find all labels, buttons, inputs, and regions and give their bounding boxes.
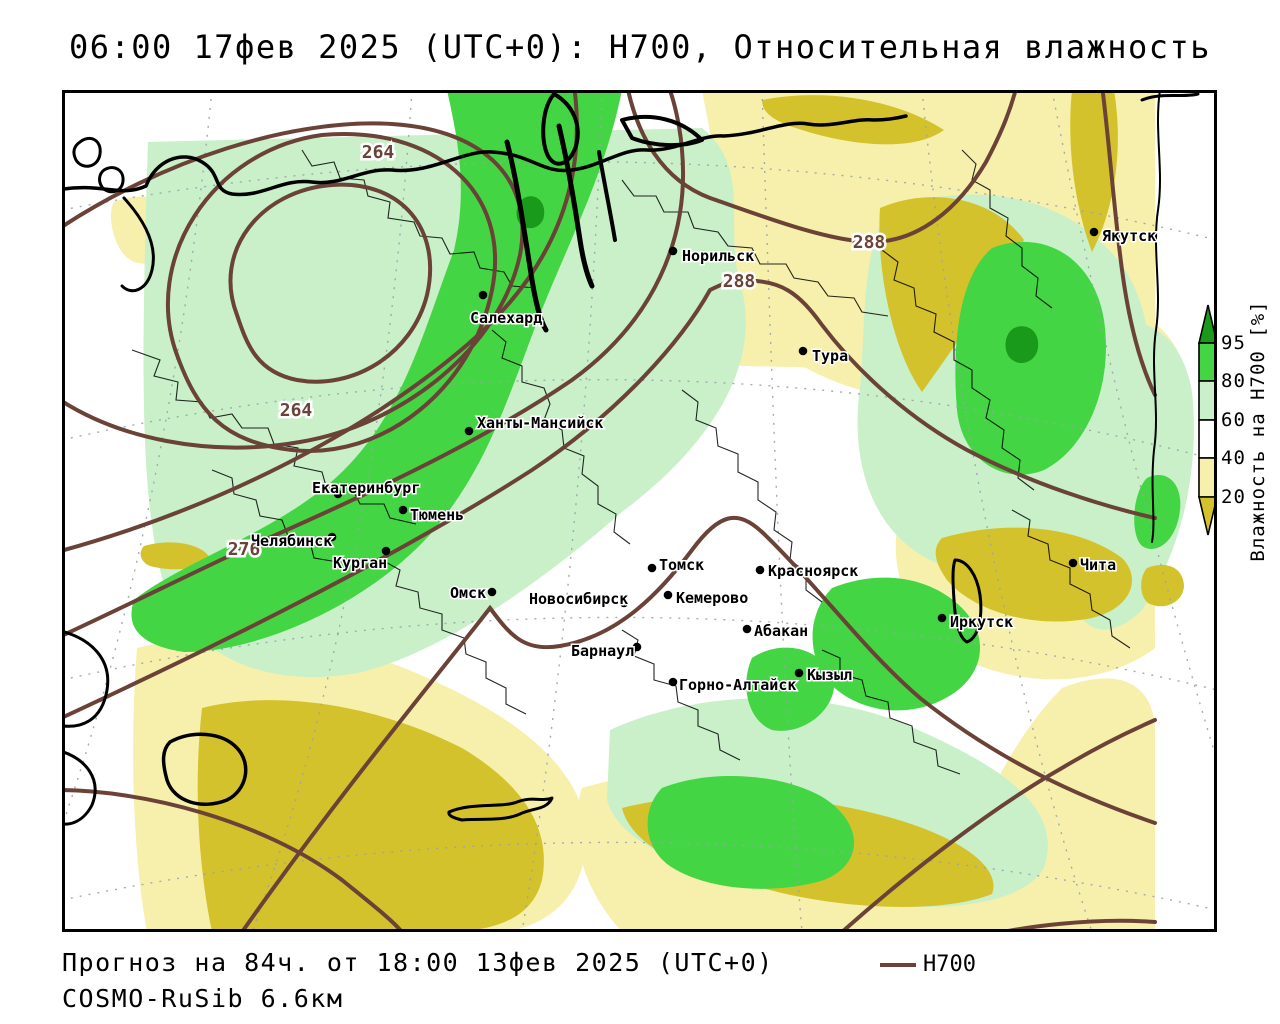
city-dot bbox=[742, 624, 752, 634]
colorbar-tick-label: 95 bbox=[1221, 332, 1246, 354]
city-label: Курган bbox=[333, 554, 387, 572]
contour-value-label: 264 bbox=[280, 400, 313, 421]
city-label: Омск bbox=[450, 584, 486, 602]
city-dot bbox=[478, 290, 488, 300]
humidity-colorbar bbox=[1197, 304, 1217, 536]
contour-value-label: 288 bbox=[723, 271, 756, 292]
city-label: Томск bbox=[659, 556, 704, 574]
height-contour-lines bbox=[62, 90, 1157, 932]
colorbar-tick-label: 40 bbox=[1221, 447, 1246, 469]
city-dot bbox=[647, 563, 657, 573]
city-label: Иркутск bbox=[950, 613, 1013, 631]
city-label: Кемерово bbox=[676, 589, 748, 607]
contour-legend: H700 bbox=[880, 952, 976, 977]
contour-legend-line-sample bbox=[880, 962, 916, 967]
city-dot bbox=[798, 346, 808, 356]
city-label: Барнаул bbox=[571, 642, 634, 660]
colorbar-segment bbox=[1197, 496, 1217, 536]
city-dot bbox=[668, 246, 678, 256]
city-label: Кызыл bbox=[807, 666, 852, 684]
city-label: Ханты-Мансийск bbox=[477, 414, 603, 432]
city-label: Абакан bbox=[754, 622, 808, 640]
city-dot bbox=[398, 505, 408, 515]
city-label: Норильск bbox=[682, 247, 754, 265]
city-dot bbox=[1068, 558, 1078, 568]
city-dot bbox=[663, 590, 673, 600]
contour-value-label: 288 bbox=[853, 232, 886, 253]
city-label: Тюмень bbox=[410, 506, 464, 524]
city-label: Чита bbox=[1080, 556, 1116, 574]
contour-legend-label: H700 bbox=[923, 952, 976, 977]
city-label: Салехард bbox=[470, 309, 542, 327]
city-markers: Норильск Салехард Тура Якутск Ханты-Мансийск… bbox=[250, 226, 1158, 696]
coastlines bbox=[62, 90, 1200, 826]
colorbar-tick-label: 20 bbox=[1221, 486, 1246, 508]
city-dot bbox=[381, 546, 391, 556]
colorbar-axis-label: Влажность на H700 [%] bbox=[1247, 300, 1269, 562]
city-dot bbox=[619, 598, 629, 608]
city-label: Горно-Алтайск bbox=[679, 676, 796, 694]
city-dot bbox=[668, 677, 678, 687]
model-info-line: COSMO-RuSib 6.6км bbox=[62, 984, 344, 1013]
city-dot bbox=[1089, 227, 1099, 237]
city-label: Новосибирск bbox=[529, 590, 628, 608]
city-label: Красноярск bbox=[768, 562, 858, 580]
admin-borders bbox=[131, 149, 1131, 775]
city-label: Екатеринбург bbox=[312, 479, 420, 497]
map-canvas: 264 264 276 288 288 Норильск Салехард Тура Якут… bbox=[62, 90, 1217, 932]
graticule-lines bbox=[62, 90, 1217, 932]
city-dot bbox=[333, 489, 343, 499]
map-border bbox=[62, 90, 1217, 932]
contour-value-labels: 264 264 276 288 288 bbox=[225, 140, 888, 563]
city-dot bbox=[755, 565, 765, 575]
colorbar-tick-label: 60 bbox=[1221, 409, 1246, 431]
contour-value-label: 264 bbox=[362, 142, 395, 163]
contour-value-label: 276 bbox=[228, 539, 261, 560]
city-label: Челябинск bbox=[251, 532, 332, 550]
city-dot bbox=[487, 587, 497, 597]
city-dot bbox=[632, 642, 642, 652]
city-dot bbox=[937, 613, 947, 623]
weather-map: 264 264 276 288 288 Норильск Салехард Тура Якут… bbox=[62, 90, 1217, 932]
humidity-fill-areas bbox=[110, 90, 1194, 932]
city-dot bbox=[464, 426, 474, 436]
city-label: Якутск bbox=[1102, 227, 1156, 245]
city-label: Тура bbox=[812, 347, 848, 365]
forecast-info-line: Прогноз на 84ч. от 18:00 13фев 2025 (UTC… bbox=[62, 948, 774, 977]
city-dot bbox=[327, 532, 337, 542]
colorbar-tick-label: 80 bbox=[1221, 370, 1246, 392]
page-title: 06:00 17фев 2025 (UTC+0): H700, Относите… bbox=[68, 28, 1212, 66]
city-dot bbox=[794, 668, 804, 678]
